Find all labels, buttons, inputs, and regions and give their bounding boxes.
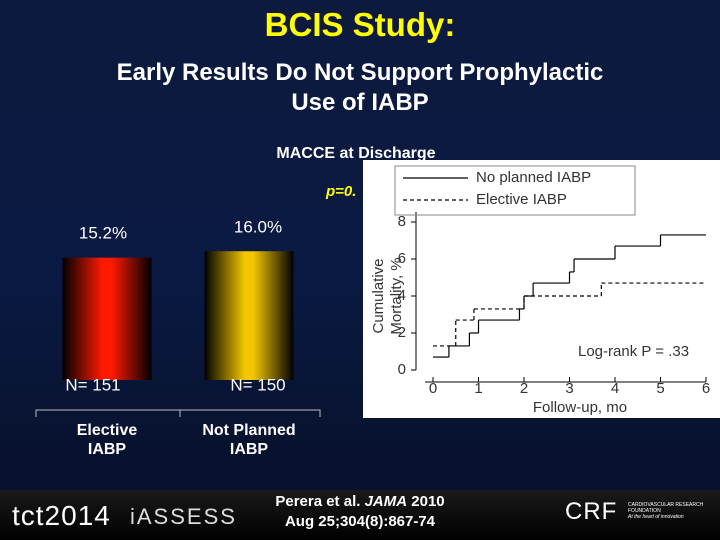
legend-label: Elective IABP — [476, 191, 567, 208]
footer: tct2014 iASSESS Perera et al. JAMA 2010 … — [0, 490, 720, 540]
x-tick-label: 6 — [702, 380, 710, 397]
logo-iassess: iASSESS — [130, 504, 237, 529]
x-tick-label: Elective — [77, 422, 138, 439]
x-axis — [35, 409, 321, 417]
citation-year: 2010 — [407, 493, 445, 510]
crf-line: At the heart of innovation — [628, 514, 684, 520]
y-axis-label: Mortality, % — [388, 257, 405, 334]
citation-line: Perera et al. JAMA 2010 — [240, 492, 480, 512]
bar — [204, 251, 294, 380]
y-tick-label: 0 — [398, 361, 406, 378]
x-axis-label: Follow-up, mo — [533, 399, 627, 416]
subtitle-line: Early Results Do Not Support Prophylacti… — [116, 59, 604, 86]
citation: Perera et al. JAMA 2010 Aug 25;304(8):86… — [240, 492, 480, 532]
x-tick-label: 2 — [520, 380, 528, 397]
value-label: 15.2% — [79, 223, 127, 242]
x-tick-label: Not Planned — [202, 422, 295, 439]
subtitle-line: Use of IABP — [291, 89, 429, 116]
inset-background — [363, 160, 720, 418]
x-tick-label: IABP — [230, 441, 269, 458]
crf-line: CARDIOVASCULAR RESEARCH FOUNDATION — [628, 502, 704, 514]
citation-line: Aug 25;304(8):867-74 — [284, 513, 436, 530]
p-value: p=0. — [325, 183, 356, 200]
n-label: N= 151 — [65, 375, 120, 394]
bar — [62, 257, 152, 380]
slide-title: BCIS Study: — [264, 6, 456, 43]
y-tick-label: 4 — [398, 287, 406, 304]
x-tick-label: 5 — [656, 380, 664, 397]
y-axis-label: Cumulative — [370, 258, 387, 333]
y-tick-label: 8 — [398, 213, 406, 230]
x-tick-label: 1 — [474, 380, 482, 397]
x-tick-label: 0 — [429, 380, 437, 397]
slide-subtitle: Early Results Do Not Support Prophylacti… — [0, 58, 720, 118]
log-rank: Log-rank P = .33 — [578, 343, 689, 360]
legend-label: No planned IABP — [476, 169, 591, 186]
charts: MACCE at Discharge p=0. 15.2% N= 151 Electiv… — [35, 145, 720, 458]
n-label: N= 150 — [230, 375, 285, 394]
crf-tagline: CARDIOVASCULAR RESEARCH FOUNDATION At th… — [628, 502, 718, 520]
citation-authors: Perera et al. — [275, 493, 365, 510]
logo-crf: CRF — [565, 498, 618, 525]
citation-journal: JAMA — [364, 493, 408, 510]
y-tick-label: 2 — [398, 324, 406, 341]
value-label: 16.0% — [234, 217, 282, 236]
legend-box — [394, 165, 636, 216]
y-tick-label: 6 — [398, 250, 406, 267]
x-tick-label: 4 — [611, 380, 619, 397]
x-tick-label: 3 — [565, 380, 573, 397]
logo-tct: tct2014 — [12, 500, 111, 531]
x-tick-label: IABP — [88, 441, 127, 458]
chart-title: MACCE at Discharge — [276, 145, 435, 162]
